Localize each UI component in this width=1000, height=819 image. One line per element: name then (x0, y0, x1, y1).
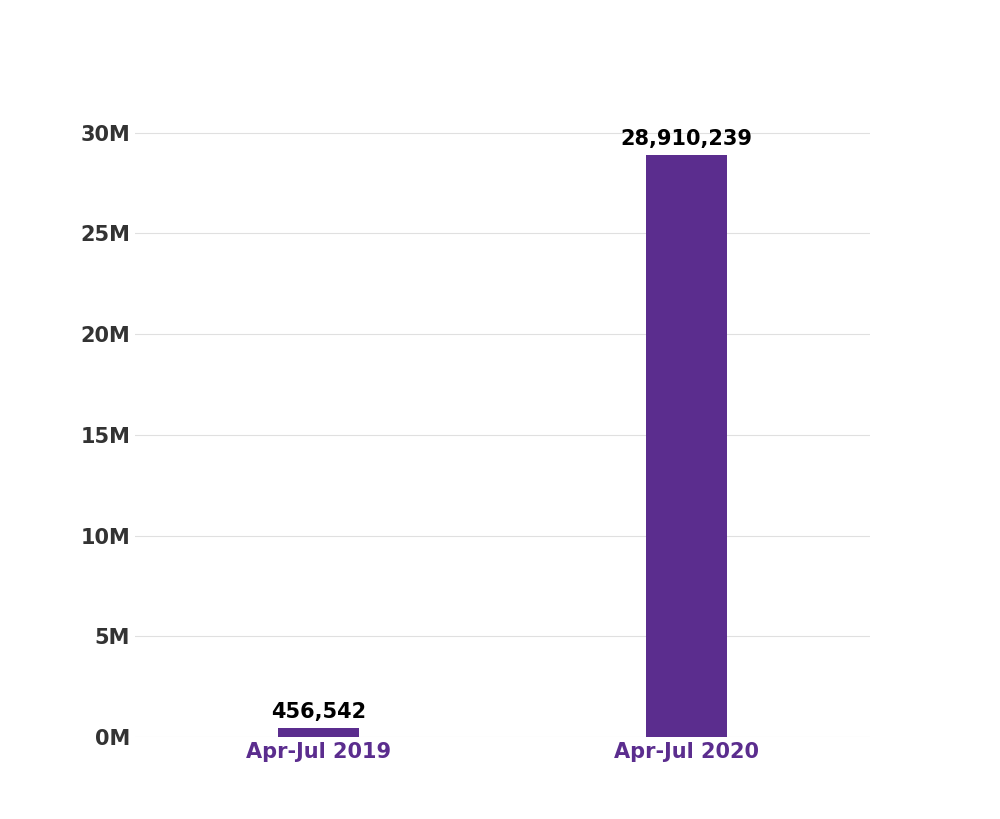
Text: 28,910,239: 28,910,239 (620, 129, 752, 148)
Text: April to June Year Over Year: April to June Year Over Year (306, 46, 699, 70)
Bar (278, 728, 359, 737)
Bar (646, 155, 727, 737)
Text: 456,542: 456,542 (271, 702, 366, 722)
